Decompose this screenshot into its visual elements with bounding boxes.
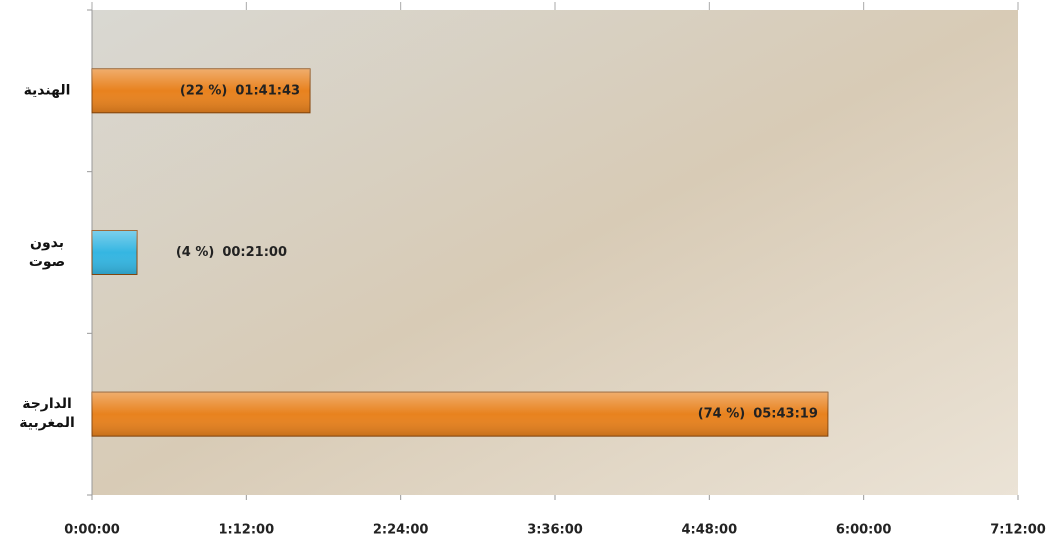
x-tick-label: 4:48:00 <box>682 523 738 538</box>
x-tick-label: 6:00:00 <box>836 523 892 538</box>
value-label: 00:21:00 <box>222 245 287 260</box>
y-tick-label: الهندية <box>12 81 82 100</box>
chart-svg: 0:00:00 1:12:00 2:24:00 3:36:00 4:48:00 6:00:… <box>0 0 1054 542</box>
value-label: 01:41:43 <box>235 83 300 98</box>
x-tick-label: 2:24:00 <box>373 523 429 538</box>
share-label: (74 %) <box>698 407 746 422</box>
x-tick-label: 0:00:00 <box>64 523 120 538</box>
value-label: 05:43:19 <box>753 407 818 422</box>
x-tick-label: 1:12:00 <box>219 523 275 538</box>
y-tick-label: بدون صوت <box>12 234 82 272</box>
chart: 0:00:00 1:12:00 2:24:00 3:36:00 4:48:00 6:00:… <box>0 0 1054 542</box>
x-tick-label: 3:36:00 <box>527 523 583 538</box>
y-tick-label: الدارجة المغربية <box>12 395 82 433</box>
x-tick-label: 7:12:00 <box>990 523 1046 538</box>
bar-sheen <box>92 231 137 275</box>
share-label: (22 %) <box>180 83 228 98</box>
share-label: (4 %) <box>176 245 214 260</box>
